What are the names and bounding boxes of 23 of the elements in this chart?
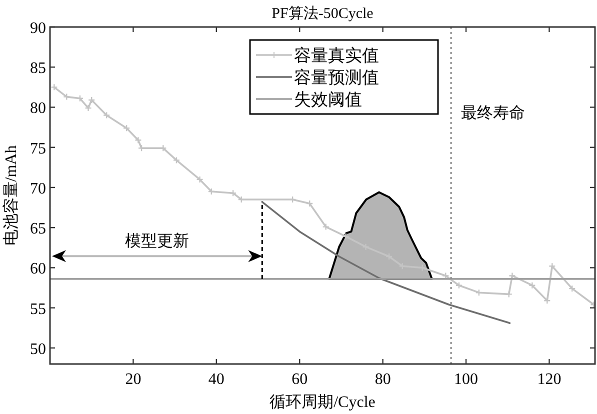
y-tick-label: 50: [30, 340, 46, 358]
x-tick-label: 100: [454, 371, 478, 388]
annotation: 模型更新: [125, 232, 190, 250]
x-axis-title: 循环周期/Cycle: [270, 393, 376, 411]
y-tick-label: 60: [30, 260, 46, 278]
ref-line-label: 最终寿命: [461, 104, 526, 122]
y-tick-label: 90: [30, 20, 46, 37]
x-tick-label: 20: [125, 371, 142, 388]
y-tick-label: 55: [30, 300, 46, 318]
legend-label: 失效阈值: [294, 90, 362, 109]
y-tick-label: 80: [30, 100, 46, 118]
y-tick-label: 75: [30, 140, 46, 158]
x-tick-label: 80: [374, 371, 391, 388]
y-tick-label: 65: [30, 220, 46, 238]
x-tick-label: 120: [537, 371, 562, 388]
y-tick-label: 70: [30, 180, 46, 198]
y-axis-title: 电池容量/mAh: [2, 145, 20, 246]
x-tick-label: 60: [292, 371, 308, 388]
y-tick-label: 85: [30, 60, 46, 78]
legend-label: 容量真实值: [294, 46, 379, 65]
chart-title: PF算法-50Cycle: [272, 5, 374, 22]
legend-label: 容量预测值: [294, 68, 379, 87]
x-tick-label: 40: [208, 371, 224, 388]
